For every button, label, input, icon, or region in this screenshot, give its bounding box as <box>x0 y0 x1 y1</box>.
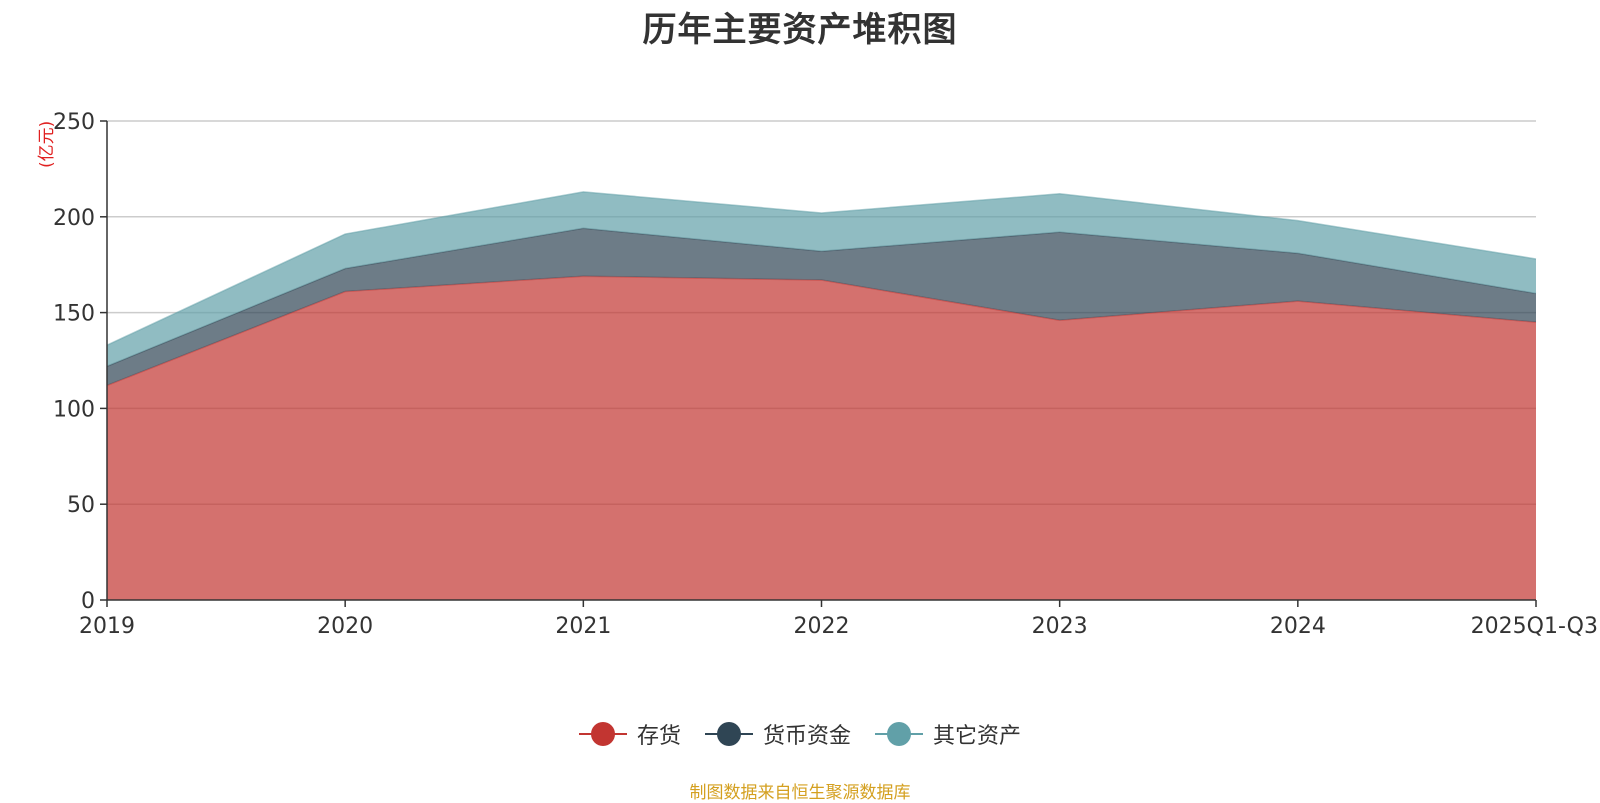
y-tick-label: 50 <box>67 493 95 518</box>
legend-swatch-other-assets <box>875 721 923 747</box>
x-tick-label: 2024 <box>1270 614 1326 639</box>
legend-label-cash: 货币资金 <box>762 724 851 749</box>
x-tick-label: 2025Q1-Q3 <box>1471 614 1598 639</box>
y-tick-label: 0 <box>81 589 95 614</box>
chart-title: 历年主要资产堆积图 <box>642 10 958 50</box>
legend-dot <box>887 722 911 746</box>
source-note: 制图数据来自恒生聚源数据库 <box>689 783 911 803</box>
x-tick-label: 2022 <box>794 614 850 639</box>
area-series-1 <box>107 228 1536 386</box>
area-series-2 <box>107 191 1536 367</box>
x-tick-label: 2020 <box>317 614 373 639</box>
y-tick-label: 150 <box>53 302 95 327</box>
y-tick-label: 100 <box>53 397 95 422</box>
tick-labels: 0 50 100 150 200 250 2019 2020 2021 2022 2023 2024 2… <box>53 110 1598 639</box>
legend-label-inventory: 存货 <box>636 724 681 749</box>
area-series-0 <box>107 276 1536 600</box>
legend-swatch-cash <box>704 721 753 747</box>
legend-swatch-inventory <box>578 721 627 747</box>
area-series <box>106 191 1537 600</box>
axes <box>100 120 1537 607</box>
legend-item-other-assets[interactable]: 其它资产 <box>875 718 1021 750</box>
x-tick-label: 2023 <box>1032 614 1088 639</box>
y-tick-label: 200 <box>53 206 95 231</box>
y-tick-label: 250 <box>53 110 95 135</box>
legend-label-other-assets: 其它资产 <box>933 724 1022 749</box>
legend-dot <box>590 722 615 746</box>
legend-item-inventory[interactable]: 存货 <box>578 718 681 750</box>
area-edge-2 <box>106 191 1537 346</box>
x-tick-label: 2021 <box>555 614 611 639</box>
legend: 存货 货币资金 其它资产 <box>0 718 1600 750</box>
legend-dot <box>716 722 741 746</box>
x-tick-label: 2019 <box>79 614 135 639</box>
legend-item-cash[interactable]: 货币资金 <box>704 718 851 750</box>
